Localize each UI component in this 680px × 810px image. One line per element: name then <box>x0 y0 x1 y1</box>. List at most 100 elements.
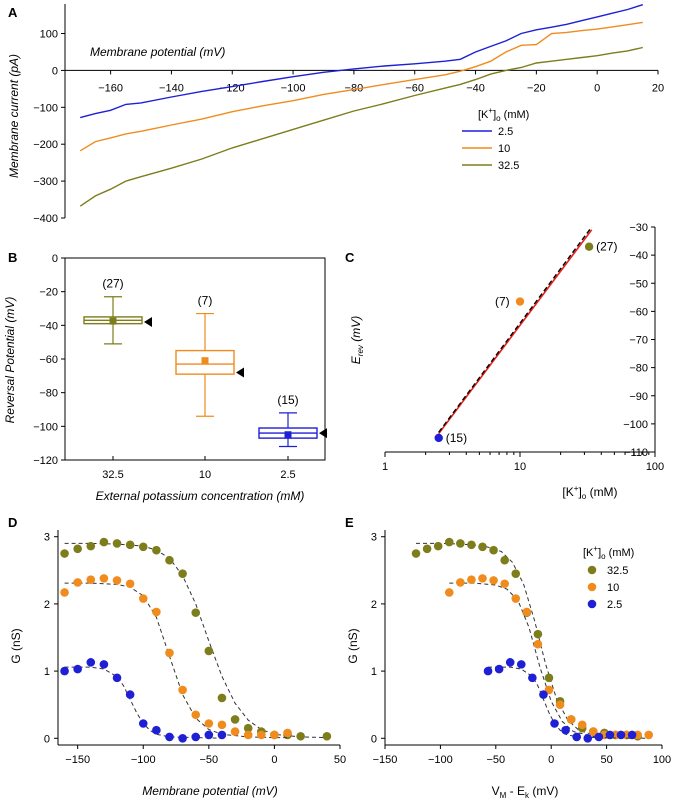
panel-e-legend-label-32.5: 32.5 <box>607 565 628 577</box>
panel-d-xlabel: Membrane potential (mV) <box>142 784 277 798</box>
panel-d-point-2.5 <box>191 732 201 742</box>
panel-e-point-10 <box>577 720 587 730</box>
panel-e-point-2.5 <box>494 664 504 674</box>
panel-b-ytick-label: −120 <box>33 455 58 467</box>
panel-a-series-line-2.5 <box>80 4 644 119</box>
panel-e-point-2.5 <box>627 730 637 740</box>
panel-d-point-10 <box>257 730 266 740</box>
panel-letter-e: E <box>345 515 354 530</box>
panel-e-ytick-label: 1 <box>371 666 377 678</box>
panel-d-xtick-label: 0 <box>271 754 277 766</box>
panel-b-nernst-marker <box>144 316 152 327</box>
panel-a-xtick-label: −60 <box>405 82 424 94</box>
panel-e-point-32.5 <box>456 539 465 548</box>
panel-b-mean-marker <box>201 357 209 365</box>
panel-b-n-label: (27) <box>102 277 123 291</box>
panel-e-point-32.5 <box>433 541 443 551</box>
panel-b-xtick-label: 10 <box>199 469 211 481</box>
panel-c-ytick-label: −60 <box>629 306 648 318</box>
panel-d-point-32.5 <box>165 555 174 565</box>
panel-e-xlabel: VM - Ek (mV) <box>492 784 559 800</box>
panel-d-xtick-label: 50 <box>334 754 346 766</box>
panel-d-fit-32.5 <box>64 542 327 739</box>
panel-e-point-10 <box>511 594 521 603</box>
panel-c-point-1 <box>515 297 525 306</box>
panel-d-point-32.5 <box>243 723 253 733</box>
panel-d-point-2.5 <box>152 725 161 735</box>
panel-a-ytick-label: 100 <box>40 29 58 41</box>
panel-e-point-10 <box>489 576 498 585</box>
panel-c-ytick-label: −80 <box>629 363 648 375</box>
panel-e-point-32.5 <box>500 555 509 565</box>
panel-d-point-32.5 <box>138 542 148 552</box>
panel-b-ytick-label: −100 <box>33 421 58 433</box>
panel-d-point-10 <box>243 730 253 740</box>
panel-c-nernst-line <box>438 226 593 433</box>
panel-b-n-label: (7) <box>198 294 213 308</box>
panel-d-point-10 <box>204 719 214 728</box>
panel-d-point-32.5 <box>296 731 305 741</box>
panel-a-xtick-label: −140 <box>159 82 184 94</box>
panel-c-point-0 <box>434 433 443 443</box>
panel-d-point-32.5 <box>86 541 96 551</box>
panel-d-point-32.5 <box>217 693 227 703</box>
panel-e-point-32.5 <box>411 549 421 558</box>
panel-c-point-2 <box>584 242 594 251</box>
panel-d-point-10 <box>230 727 240 736</box>
panel-letter-c: C <box>345 250 355 265</box>
panel-e-point-32.5 <box>511 569 521 578</box>
panel-c-point-label: (7) <box>495 295 510 309</box>
panel-e-point-2.5 <box>505 658 515 667</box>
panel-b-ytick-label: −60 <box>39 354 58 366</box>
panel-e-point-32.5 <box>422 544 432 554</box>
panel-e-point-2.5 <box>572 732 581 742</box>
panel-d-point-32.5 <box>322 731 332 741</box>
panel-d-point-10 <box>270 730 279 740</box>
panel-d-ytick-label: 3 <box>44 532 50 544</box>
panel-e-ytick-label: 3 <box>371 532 377 544</box>
panel-e-point-10 <box>555 700 565 709</box>
panel-a-xtick-label: −80 <box>345 82 364 94</box>
panel-e-point-2.5 <box>605 730 615 740</box>
panel-e-point-2.5 <box>561 725 570 735</box>
panel-d-point-10 <box>86 575 96 585</box>
panel-d-xtick-label: −100 <box>131 754 156 766</box>
panel-d-point-2.5 <box>178 733 187 743</box>
panel-b-ylabel: Reversal Potential (mV) <box>3 297 17 424</box>
panel-d-point-2.5 <box>112 673 122 683</box>
panel-c-fit-line <box>438 229 593 435</box>
panel-e-legend-label-2.5: 2.5 <box>607 599 622 611</box>
panel-a-title: Membrane potential (mV) <box>90 45 225 59</box>
panel-a-xtick-label: −40 <box>466 82 485 94</box>
panel-e-point-10 <box>644 730 654 740</box>
panel-e-point-2.5 <box>550 719 559 728</box>
panel-b-xtick-label: 2.5 <box>280 469 295 481</box>
panel-d-fit-10 <box>64 582 288 739</box>
panel-c-point-label: (27) <box>596 240 617 254</box>
panel-d-point-32.5 <box>60 549 69 558</box>
panel-b-ytick-label: −20 <box>39 287 58 299</box>
panel-d-point-10 <box>125 579 135 589</box>
panel-e-xtick-label: 50 <box>600 754 612 766</box>
panel-d-point-2.5 <box>60 666 69 676</box>
panel-e-point-32.5 <box>467 540 476 550</box>
panel-d-point-2.5 <box>73 664 82 674</box>
panel-d-point-10 <box>217 720 227 730</box>
panel-d-point-10 <box>138 594 148 603</box>
panel-c-ytick-label: −40 <box>629 250 648 262</box>
panel-d-point-32.5 <box>99 537 109 547</box>
panel-a-legend-title: [K+]o (mM) <box>478 106 529 123</box>
panel-d-point-2.5 <box>86 658 96 667</box>
panel-a-ytick-label: 0 <box>52 65 58 77</box>
panel-e-point-2.5 <box>483 666 493 676</box>
panel-e-point-2.5 <box>594 732 604 742</box>
panel-e-legend-marker-10 <box>587 582 597 592</box>
panel-d-point-2.5 <box>138 719 148 728</box>
panel-e-point-10 <box>589 727 598 736</box>
panel-d-ytick-label: 2 <box>44 599 50 611</box>
panel-c-ytick-label: −110 <box>624 447 648 459</box>
panel-a-xtick-label: 0 <box>594 82 600 94</box>
panel-e-xtick-label: 0 <box>548 754 554 766</box>
panel-c-xtick-label: 10 <box>514 461 526 473</box>
